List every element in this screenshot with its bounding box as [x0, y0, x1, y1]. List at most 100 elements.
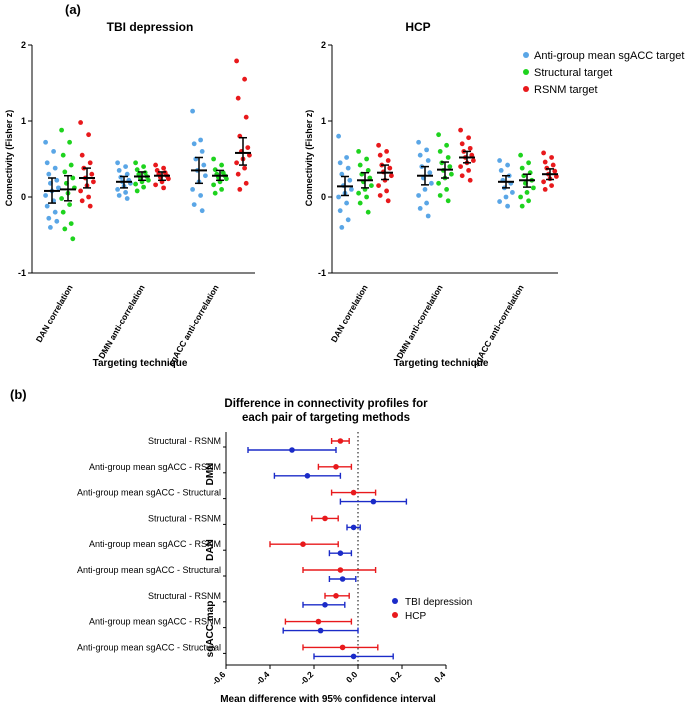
x-tick-label: -0.6 — [210, 669, 228, 687]
plot-area — [328, 44, 559, 274]
data-point — [510, 190, 515, 195]
row-label: Anti-group mean sgACC - Structural — [77, 642, 221, 652]
data-point — [437, 149, 443, 154]
data-point — [345, 165, 351, 171]
data-point — [337, 160, 343, 166]
hcp-mean-point — [337, 567, 344, 573]
data-point — [466, 135, 471, 141]
data-point — [136, 171, 142, 177]
data-point — [86, 194, 91, 200]
data-point — [44, 160, 50, 166]
data-point — [118, 174, 124, 180]
data-point — [385, 158, 391, 163]
tbi-mean-point — [337, 550, 344, 556]
data-point — [505, 203, 510, 209]
data-point — [436, 132, 441, 138]
data-point — [60, 209, 66, 215]
data-point — [444, 142, 449, 148]
data-point — [48, 225, 53, 230]
x-tick-label: DAN correlation — [34, 283, 75, 344]
legend-marker-tbi — [392, 598, 398, 604]
data-point — [60, 152, 66, 158]
tbi-depression-chart: TBI depression Connectivity (Fisher z) 2… — [4, 20, 255, 369]
x-tick-label: sgACC anti-correlation — [471, 283, 526, 368]
data-point — [336, 133, 341, 139]
data-point — [445, 155, 451, 160]
legend-marker-structural — [523, 69, 529, 75]
data-point — [549, 183, 554, 189]
x-tick-label: sgACC anti-correlation — [166, 283, 221, 368]
data-point — [429, 180, 434, 186]
data-point — [52, 165, 58, 171]
legend-label: RSNM target — [534, 84, 598, 96]
data-point — [146, 177, 151, 183]
data-point — [544, 165, 550, 171]
x-axis-label: Mean difference with 95% confidence inte… — [220, 694, 436, 705]
plot-area — [223, 432, 447, 669]
x-tick-label: -0.2 — [298, 669, 316, 687]
panel-a-label: (a) — [65, 2, 81, 17]
data-point — [364, 194, 369, 200]
x-tick-label: 0.2 — [388, 669, 404, 685]
data-point — [356, 149, 361, 154]
tbi-mean-point — [322, 602, 328, 608]
row-label: Structural - RSNM — [148, 513, 221, 523]
row-label: Anti-group mean sgACC - Structural — [77, 488, 221, 498]
data-point — [339, 225, 345, 230]
data-point — [190, 108, 196, 114]
tbi-mean-point — [289, 447, 295, 453]
data-point — [68, 162, 74, 168]
data-point — [416, 139, 421, 145]
data-point — [497, 158, 502, 163]
data-point — [439, 160, 445, 166]
data-point — [67, 139, 72, 145]
group-label: DAN — [205, 539, 216, 561]
plot-area — [28, 44, 255, 274]
tbi-mean-point — [339, 576, 346, 582]
data-point — [336, 194, 341, 200]
data-point — [467, 145, 473, 151]
data-point — [424, 147, 429, 153]
data-point — [541, 179, 546, 185]
data-point — [437, 193, 443, 198]
legend-marker-anti-group — [523, 52, 529, 58]
hcp-chart: HCP Connectivity (Fisher z) 2 1 0 -1 DAN… — [304, 20, 684, 369]
x-axis-label: Targeting technique — [394, 358, 489, 369]
data-point — [153, 162, 159, 168]
hcp-mean-point — [315, 618, 322, 625]
data-point — [518, 194, 523, 200]
data-point — [466, 168, 471, 173]
data-point — [86, 132, 91, 138]
y-tick-label: 2 — [321, 40, 326, 50]
legend: TBI depression HCP — [392, 597, 472, 622]
data-point — [56, 185, 61, 191]
hcp-mean-point — [339, 644, 346, 651]
data-point — [497, 199, 502, 204]
x-tick-labels: -0.6 -0.4 -0.2 0.0 0.2 0.4 — [210, 669, 448, 687]
data-point — [416, 193, 421, 198]
data-point — [212, 167, 218, 173]
data-point — [91, 179, 96, 185]
group-labels: DMN DAN sgACC map — [205, 463, 216, 658]
chart-title-line-1: Difference in connectivity profiles for — [224, 398, 428, 410]
data-point — [387, 165, 393, 171]
x-tick-labels: DAN correlation DMN anti-correlation sgA… — [34, 283, 221, 368]
data-point — [198, 193, 204, 198]
data-point — [54, 218, 60, 224]
data-point — [79, 198, 85, 204]
row-label: Anti-group mean sgACC - RSNM — [89, 617, 221, 627]
data-point — [417, 206, 423, 211]
x-tick-label: 0.4 — [432, 669, 448, 685]
data-point — [115, 160, 120, 166]
data-point — [198, 137, 204, 143]
tbi-mean-point — [370, 498, 377, 505]
y-tick-label: -1 — [318, 268, 326, 278]
data-point — [444, 187, 449, 192]
hcp-mean-point — [300, 541, 306, 547]
data-point — [524, 190, 530, 195]
data-point — [67, 202, 72, 208]
legend-marker-rsnm — [523, 86, 529, 92]
data-point — [211, 182, 217, 188]
tbi-mean-point — [350, 653, 357, 660]
